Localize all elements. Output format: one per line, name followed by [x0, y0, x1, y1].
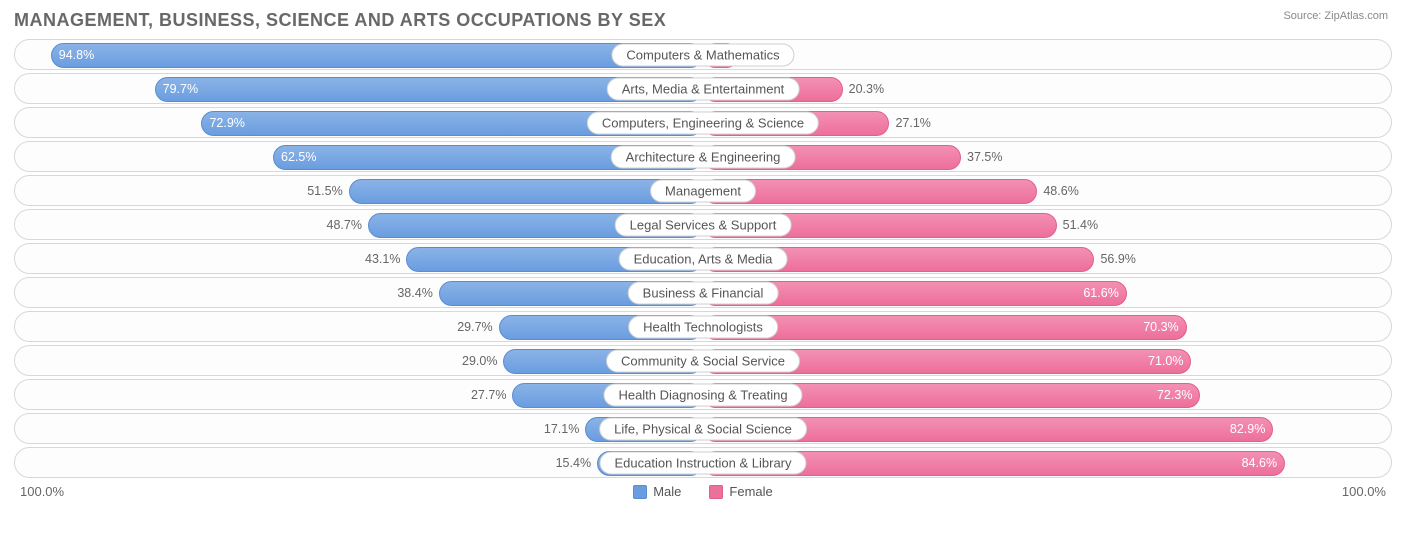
male-value-label: 15.4% [556, 456, 591, 470]
chart-row: 62.5% 37.5% Architecture & Engineering [14, 141, 1392, 172]
female-half: 5.2% [703, 40, 1391, 69]
category-label: Computers & Mathematics [611, 43, 794, 66]
male-value-label: 51.5% [307, 184, 342, 198]
chart-row: 29.7% 70.3% Health Technologists [14, 311, 1392, 342]
male-value-label: 48.7% [327, 218, 362, 232]
male-half: 94.8% [15, 40, 703, 69]
female-half: 56.9% [703, 244, 1391, 273]
category-label: Arts, Media & Entertainment [607, 77, 800, 100]
category-label: Management [650, 179, 756, 202]
axis-right-label: 100.0% [1342, 484, 1386, 499]
male-half: 48.7% [15, 210, 703, 239]
category-label: Health Diagnosing & Treating [603, 383, 802, 406]
male-value-label: 79.7% [163, 82, 198, 96]
category-label: Health Technologists [628, 315, 778, 338]
category-label: Education, Arts & Media [619, 247, 788, 270]
axis-left-label: 100.0% [20, 484, 64, 499]
category-label: Computers, Engineering & Science [587, 111, 819, 134]
female-half: 48.6% [703, 176, 1391, 205]
male-value-label: 29.7% [457, 320, 492, 334]
female-swatch-icon [709, 485, 723, 499]
male-value-label: 43.1% [365, 252, 400, 266]
female-half: 61.6% [703, 278, 1391, 307]
chart-row: 94.8% 5.2%Computers & Mathematics [14, 39, 1392, 70]
female-half: 71.0% [703, 346, 1391, 375]
male-value-label: 38.4% [397, 286, 432, 300]
source-attribution: Source: ZipAtlas.com [1283, 10, 1388, 22]
category-label: Life, Physical & Social Science [599, 417, 807, 440]
male-half: 79.7% [15, 74, 703, 103]
female-value-label: 37.5% [967, 150, 1002, 164]
category-label: Education Instruction & Library [599, 451, 806, 474]
male-half: 29.0% [15, 346, 703, 375]
chart-title: MANAGEMENT, BUSINESS, SCIENCE AND ARTS O… [14, 10, 1392, 31]
female-half: 72.3% [703, 380, 1391, 409]
female-value-label: 84.6% [1242, 456, 1277, 470]
legend: Male Female [633, 484, 773, 499]
chart-row: 27.7% 72.3% Health Diagnosing & Treating [14, 379, 1392, 410]
female-half: 20.3% [703, 74, 1391, 103]
male-value-label: 94.8% [59, 48, 94, 62]
legend-female: Female [709, 484, 772, 499]
male-bar [51, 43, 703, 68]
female-value-label: 70.3% [1143, 320, 1178, 334]
chart-container: MANAGEMENT, BUSINESS, SCIENCE AND ARTS O… [0, 0, 1406, 559]
female-value-label: 20.3% [849, 82, 884, 96]
male-value-label: 62.5% [281, 150, 316, 164]
male-half: 51.5% [15, 176, 703, 205]
male-half: 62.5% [15, 142, 703, 171]
rows-area: 94.8% 5.2%Computers & Mathematics 79.7% 20.… [14, 39, 1392, 478]
female-value-label: 61.6% [1083, 286, 1118, 300]
male-half: 27.7% [15, 380, 703, 409]
female-half: 51.4% [703, 210, 1391, 239]
female-value-label: 82.9% [1230, 422, 1265, 436]
chart-row: 43.1% 56.9% Education, Arts & Media [14, 243, 1392, 274]
category-label: Business & Financial [628, 281, 779, 304]
male-value-label: 27.7% [471, 388, 506, 402]
chart-row: 79.7% 20.3% Arts, Media & Entertainment [14, 73, 1392, 104]
male-half: 43.1% [15, 244, 703, 273]
male-value-label: 29.0% [462, 354, 497, 368]
category-label: Architecture & Engineering [611, 145, 796, 168]
male-half: 29.7% [15, 312, 703, 341]
female-half: 70.3% [703, 312, 1391, 341]
chart-row: 15.4% 84.6% Education Instruction & Librar… [14, 447, 1392, 478]
axis-legend-row: 100.0% Male Female 100.0% [14, 484, 1392, 499]
chart-row: 72.9% 27.1% Computers, Engineering & Scien… [14, 107, 1392, 138]
chart-row: 17.1% 82.9% Life, Physical & Social Scienc… [14, 413, 1392, 444]
chart-row: 51.5% 48.6% Management [14, 175, 1392, 206]
male-half: 38.4% [15, 278, 703, 307]
male-value-label: 17.1% [544, 422, 579, 436]
chart-row: 29.0% 71.0% Community & Social Service [14, 345, 1392, 376]
female-value-label: 71.0% [1148, 354, 1183, 368]
legend-female-label: Female [729, 484, 772, 499]
category-label: Community & Social Service [606, 349, 800, 372]
female-value-label: 56.9% [1100, 252, 1135, 266]
female-half: 37.5% [703, 142, 1391, 171]
category-label: Legal Services & Support [615, 213, 792, 236]
female-value-label: 51.4% [1063, 218, 1098, 232]
female-value-label: 72.3% [1157, 388, 1192, 402]
female-value-label: 27.1% [895, 116, 930, 130]
legend-male-label: Male [653, 484, 681, 499]
female-value-label: 48.6% [1043, 184, 1078, 198]
legend-male: Male [633, 484, 681, 499]
male-swatch-icon [633, 485, 647, 499]
chart-row: 48.7% 51.4% Legal Services & Support [14, 209, 1392, 240]
male-value-label: 72.9% [209, 116, 244, 130]
chart-row: 38.4% 61.6% Business & Financial [14, 277, 1392, 308]
